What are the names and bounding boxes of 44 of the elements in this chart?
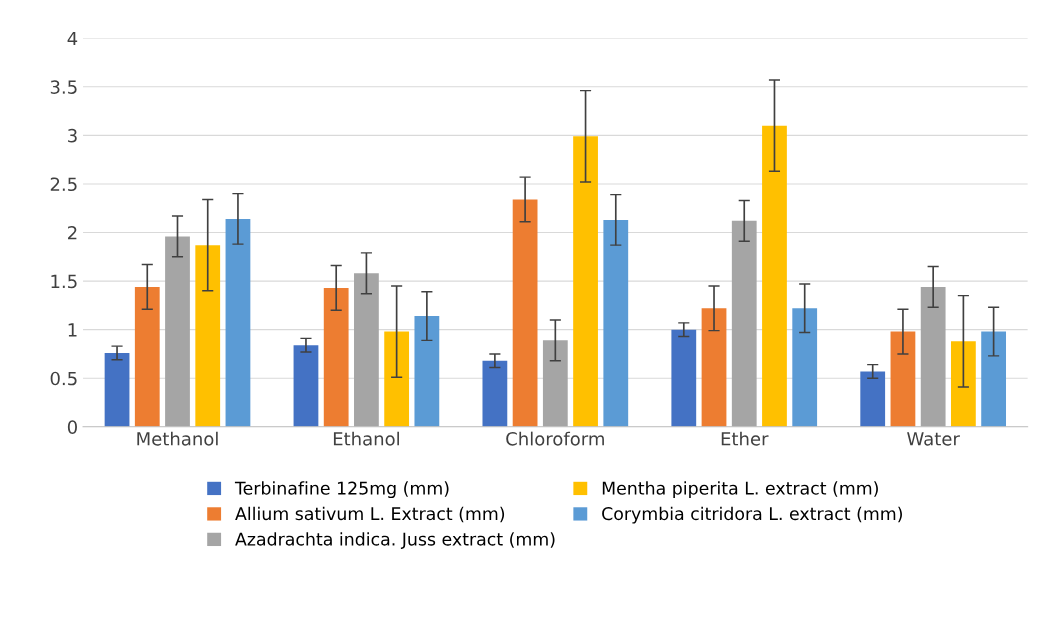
- legend-label: Allium sativum L. Extract (mm): [235, 506, 505, 523]
- bar: [225, 218, 251, 427]
- bar: [165, 236, 190, 427]
- bar: [890, 331, 916, 427]
- bar: [731, 220, 757, 427]
- bar: [603, 219, 629, 427]
- bar: [762, 125, 787, 427]
- legend-label: Azadrachta indica. Juss extract (mm): [235, 532, 555, 549]
- bar: [671, 329, 697, 427]
- legend-label: Corymbia citridora L. extract (mm): [602, 506, 902, 524]
- bar: [482, 360, 508, 427]
- x-tick-label: Ethanol: [333, 431, 399, 446]
- bar: [573, 136, 598, 427]
- bar: [512, 199, 538, 427]
- y-tick-label: 4: [67, 31, 78, 46]
- y-tick-label: 1: [68, 323, 77, 337]
- y-tick-label: 2: [68, 225, 77, 240]
- x-tick-label: Water: [907, 432, 960, 446]
- bar: [134, 286, 160, 427]
- legend-label: Terbinafine 125mg (mm): [234, 481, 449, 499]
- y-tick-label: 0.5: [50, 371, 77, 386]
- bar: [414, 316, 440, 427]
- bar: [981, 331, 1007, 427]
- bar: [354, 273, 379, 427]
- bar: [701, 308, 727, 427]
- y-tick-label: 3.5: [50, 80, 77, 94]
- bar: [195, 245, 221, 427]
- x-tick-label: Methanol: [137, 431, 218, 446]
- y-tick-label: 3: [68, 128, 77, 143]
- y-tick-label: 1.5: [51, 274, 77, 289]
- bar: [951, 341, 976, 427]
- legend-label: Mentha piperita L. extract (mm): [602, 481, 878, 499]
- bar: [323, 287, 349, 427]
- y-tick-label: 0: [67, 420, 77, 434]
- bar: [860, 371, 886, 427]
- bar: [293, 345, 319, 427]
- bar: [920, 286, 946, 427]
- x-tick-label: Chloroform: [506, 431, 604, 446]
- bar: [792, 308, 818, 427]
- bar: [542, 340, 568, 427]
- x-tick-label: Ether: [721, 431, 769, 446]
- bar: [384, 331, 410, 427]
- y-tick-label: 2.5: [50, 177, 77, 192]
- bar: [104, 352, 130, 427]
